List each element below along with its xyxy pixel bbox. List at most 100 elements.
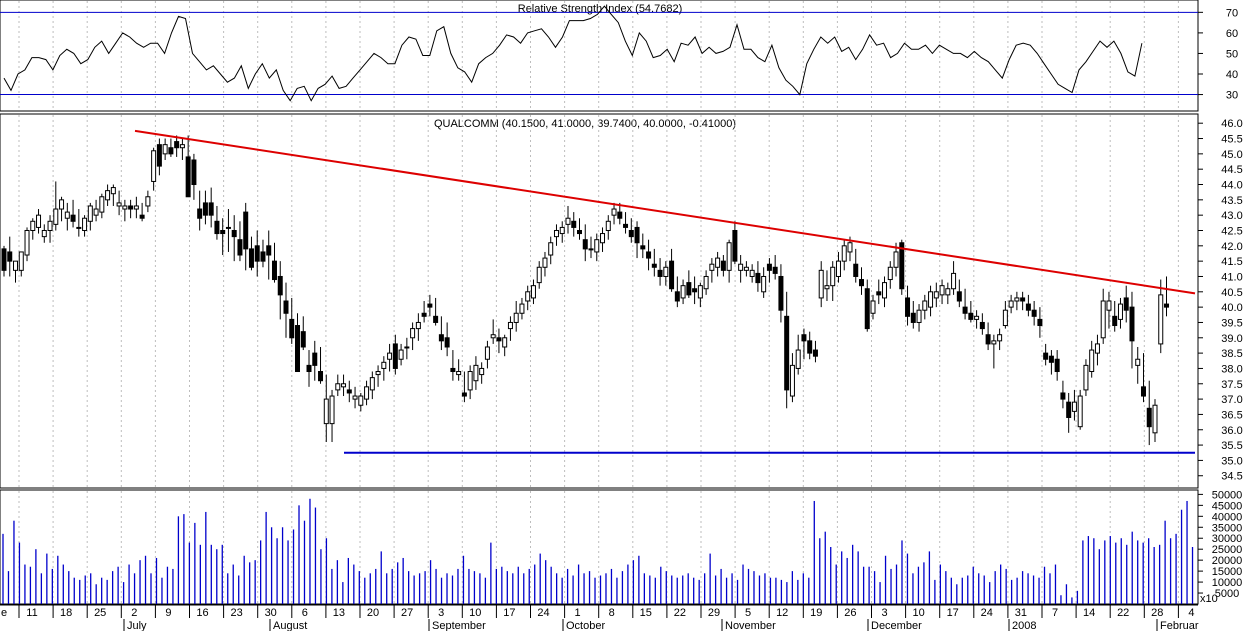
candle-body — [70, 214, 76, 222]
price-tick-label: 44.0 — [1221, 180, 1242, 192]
candle-body — [905, 297, 911, 317]
x-month-label: November — [725, 620, 776, 631]
x-day-label: 22 — [1117, 607, 1129, 619]
candle-body — [1089, 349, 1095, 373]
candle-body — [835, 260, 841, 277]
candle-body — [830, 266, 836, 287]
x-day-label: 7 — [1052, 607, 1058, 619]
x-day-label: 14 — [1083, 607, 1095, 619]
candle-body — [496, 337, 502, 342]
price-tick-label: 43.5 — [1221, 195, 1242, 207]
candle-body — [479, 367, 485, 376]
price-tick-label: 35.0 — [1221, 455, 1242, 467]
candle-body — [364, 386, 370, 400]
candle-body — [1020, 297, 1026, 302]
x-day-label: 28 — [1151, 607, 1163, 619]
candle-body — [657, 269, 663, 277]
candle-body — [928, 291, 934, 308]
price-tick-label: 43.0 — [1221, 210, 1242, 222]
x-day-label: 22 — [674, 607, 686, 619]
candle-body — [945, 288, 951, 296]
candle-body — [1158, 294, 1164, 345]
candle-body — [116, 202, 122, 207]
candle-body — [7, 251, 13, 262]
candle-body — [582, 239, 588, 250]
candle-body — [168, 147, 174, 155]
candle-body — [548, 242, 554, 256]
candle-body — [398, 349, 404, 360]
candle-body — [237, 239, 243, 256]
candle-body — [295, 325, 301, 373]
candle-body — [1002, 309, 1008, 327]
candle-body — [594, 239, 600, 253]
rsi-tick-label: 50 — [1226, 48, 1238, 60]
x-day-label: 5 — [745, 607, 751, 619]
candle-body — [720, 260, 726, 271]
candle-body — [283, 300, 289, 314]
x-month-label: 2008 — [1012, 620, 1036, 631]
x-day-label: 19 — [810, 607, 822, 619]
candlestick-series — [1, 135, 1170, 446]
candle-body — [709, 263, 715, 271]
candle-body — [1083, 364, 1089, 391]
candle-body — [530, 285, 536, 299]
candle-body — [749, 269, 755, 277]
volume-tick-label: 50000 — [1212, 489, 1243, 501]
candle-body — [323, 398, 329, 425]
x-month-label: August — [273, 620, 307, 631]
candle-body — [387, 352, 393, 360]
candle-body — [611, 208, 617, 216]
candle-body — [778, 275, 784, 311]
x-day-label: 12 — [776, 607, 788, 619]
candle-body — [1140, 386, 1146, 397]
volume-tick-label: 30000 — [1212, 533, 1243, 545]
candle-body — [110, 187, 116, 195]
candle-body — [605, 220, 611, 231]
candle-body — [789, 364, 795, 397]
candle-body — [916, 309, 922, 323]
candle-body — [433, 315, 439, 323]
volume-tick-label: 5000 — [1215, 588, 1239, 600]
candle-body — [628, 229, 634, 238]
candle-body — [761, 275, 767, 293]
x-day-label: 9 — [165, 607, 171, 619]
candle-body — [47, 220, 53, 231]
price-tick-label: 35.5 — [1221, 440, 1242, 452]
volume-tick-label: 15000 — [1212, 566, 1243, 578]
candle-body — [225, 226, 231, 229]
rsi-line — [3, 5, 1143, 102]
candle-body — [312, 352, 318, 366]
volume-tick-label: 40000 — [1212, 511, 1243, 523]
candle-body — [128, 205, 134, 210]
candle-body — [542, 257, 548, 268]
price-tick-label: 42.5 — [1221, 225, 1242, 237]
candle-body — [1164, 303, 1170, 308]
candle-body — [755, 272, 761, 284]
candle-body — [1112, 315, 1118, 327]
candle-body — [467, 371, 473, 391]
candle-body — [807, 340, 813, 354]
candle-body — [876, 291, 882, 296]
candle-body — [13, 260, 19, 271]
candle-body — [53, 208, 59, 225]
x-month-label: October — [566, 620, 605, 631]
candle-body — [421, 312, 427, 317]
candle-body — [1037, 318, 1043, 327]
volume-unit-label: x10 — [1200, 593, 1218, 605]
candle-body — [1077, 395, 1083, 428]
candle-body — [358, 395, 364, 406]
candle-body — [473, 364, 479, 382]
x-day-label: 23 — [230, 607, 242, 619]
price-tick-label: 42.0 — [1221, 241, 1242, 253]
candle-body — [502, 337, 508, 348]
candle-body — [513, 312, 519, 323]
candle-body — [335, 383, 341, 391]
candle-body — [812, 349, 818, 357]
x-month-label: September — [432, 620, 486, 631]
candle-body — [1129, 306, 1135, 342]
volume-tick-label: 20000 — [1212, 555, 1243, 567]
x-partial-label: e — [1, 607, 7, 619]
x-day-label: 3 — [881, 607, 887, 619]
candle-body — [271, 260, 277, 281]
candle-body — [300, 331, 306, 348]
